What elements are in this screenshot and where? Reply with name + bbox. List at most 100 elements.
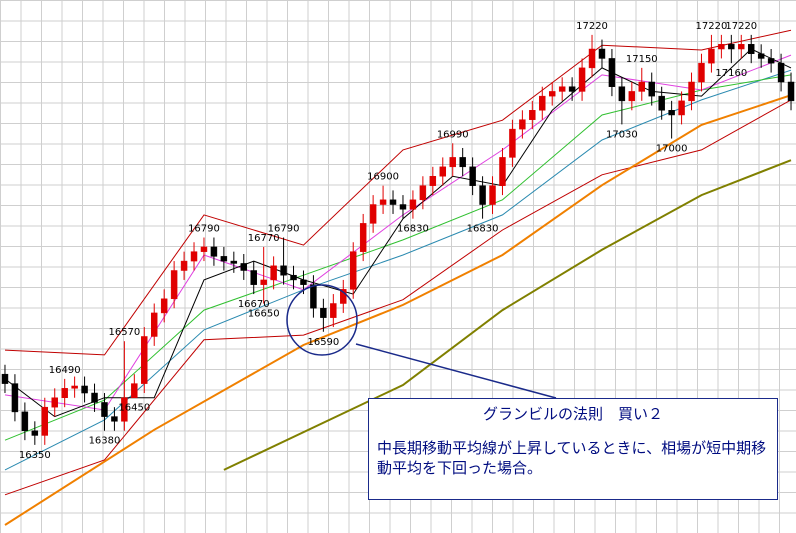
moving-average-line bbox=[4, 48, 792, 418]
highlight-circle bbox=[286, 284, 358, 356]
candle-body bbox=[787, 81, 795, 102]
candle-body bbox=[310, 284, 317, 309]
price-label: 16380 bbox=[89, 436, 121, 447]
candle-body bbox=[568, 86, 576, 92]
note-body: 中長期移動平均線が上昇しているときに、相場が短中期移動平均を下回った場合。 bbox=[377, 439, 767, 477]
candle-body bbox=[539, 95, 546, 111]
candle-body bbox=[91, 392, 98, 403]
candle-body bbox=[21, 411, 29, 431]
candle-body bbox=[369, 204, 377, 224]
price-label: 17160 bbox=[715, 68, 747, 79]
candle-body bbox=[658, 95, 665, 111]
candle-body bbox=[280, 265, 287, 276]
candle-body bbox=[210, 246, 218, 257]
candle-body bbox=[519, 119, 526, 130]
candle-body bbox=[389, 199, 397, 205]
candle-body bbox=[718, 44, 725, 50]
candle-body bbox=[131, 383, 138, 398]
candle-body bbox=[270, 265, 277, 281]
moving-average-line bbox=[4, 74, 792, 441]
candle-body bbox=[688, 81, 695, 102]
candle-body bbox=[121, 397, 128, 422]
candle-body bbox=[678, 100, 685, 116]
price-label: 17000 bbox=[656, 144, 688, 155]
candle-body bbox=[738, 44, 745, 50]
candle-body bbox=[320, 307, 327, 318]
price-label: 17220 bbox=[576, 21, 608, 32]
candle-body bbox=[359, 223, 367, 252]
candle-body bbox=[240, 263, 248, 271]
price-label: 16590 bbox=[307, 337, 339, 348]
candle-body bbox=[767, 58, 775, 64]
candle-body bbox=[170, 270, 178, 300]
candle-body bbox=[190, 251, 198, 262]
candle-body bbox=[41, 406, 49, 436]
price-label: 16570 bbox=[108, 327, 140, 338]
price-label: 17220 bbox=[725, 21, 757, 32]
candle-body bbox=[399, 204, 407, 210]
candle-body bbox=[150, 312, 158, 337]
price-label: 17150 bbox=[626, 54, 658, 65]
candle-body bbox=[81, 385, 88, 394]
candle-body bbox=[479, 185, 486, 205]
price-label: 16670 bbox=[238, 299, 270, 310]
price-label: 16790 bbox=[188, 224, 220, 235]
candle-body bbox=[330, 303, 337, 318]
candle-body bbox=[61, 388, 68, 398]
candle-body bbox=[459, 157, 466, 168]
candle-body bbox=[419, 185, 427, 201]
moving-average-line bbox=[4, 99, 792, 496]
candle-body bbox=[220, 256, 228, 262]
candle-body bbox=[379, 199, 387, 205]
candle-body bbox=[728, 44, 735, 50]
price-label: 16770 bbox=[248, 233, 280, 244]
candle-body bbox=[708, 48, 715, 64]
candle-body bbox=[648, 81, 655, 97]
candle-body bbox=[638, 81, 646, 92]
moving-average-line bbox=[4, 29, 792, 356]
price-label: 16490 bbox=[49, 365, 81, 376]
price-label: 16990 bbox=[437, 129, 469, 140]
candle-body bbox=[439, 166, 447, 177]
label-layer: 16350 16380 16450 16490 16570 16590 1665016670… bbox=[19, 21, 757, 461]
candle-body bbox=[608, 58, 616, 87]
candle-body bbox=[628, 91, 636, 102]
candle-body bbox=[548, 91, 556, 97]
candle-body bbox=[509, 128, 516, 158]
candle-body bbox=[598, 48, 606, 59]
candle-body bbox=[141, 336, 148, 384]
candle-body bbox=[51, 397, 58, 408]
candle-body bbox=[1, 373, 9, 384]
candle-body bbox=[469, 166, 476, 186]
moving-average-line bbox=[4, 69, 792, 471]
candle-body bbox=[340, 289, 347, 304]
candle-layer bbox=[1, 34, 795, 445]
candle-body bbox=[409, 199, 417, 210]
candle-body bbox=[111, 416, 118, 422]
candle-body bbox=[698, 62, 705, 83]
note-title: グランビルの法則 買い２ bbox=[482, 405, 663, 423]
candle-body bbox=[668, 110, 675, 116]
candle-body bbox=[558, 86, 566, 92]
price-label: 16350 bbox=[19, 450, 51, 461]
candle-body bbox=[290, 274, 297, 281]
note-box: グランビルの法則 買い２ 中長期移動平均線が上昇しているときに、相場が短中期移動… bbox=[368, 398, 778, 500]
candle-body bbox=[747, 44, 755, 54]
price-label: 16790 bbox=[268, 224, 300, 235]
candle-body bbox=[180, 260, 188, 271]
price-label: 17220 bbox=[696, 21, 728, 32]
price-label: 16830 bbox=[467, 224, 499, 235]
candle-body bbox=[349, 251, 357, 290]
candle-body bbox=[757, 53, 765, 59]
candle-body bbox=[529, 110, 536, 120]
candle-body bbox=[499, 157, 506, 186]
price-label: 16900 bbox=[367, 172, 399, 183]
candle-body bbox=[777, 62, 785, 83]
candle-body bbox=[71, 385, 78, 389]
candle-body bbox=[588, 48, 596, 69]
candle-body bbox=[260, 279, 267, 285]
candle-body bbox=[618, 86, 626, 102]
